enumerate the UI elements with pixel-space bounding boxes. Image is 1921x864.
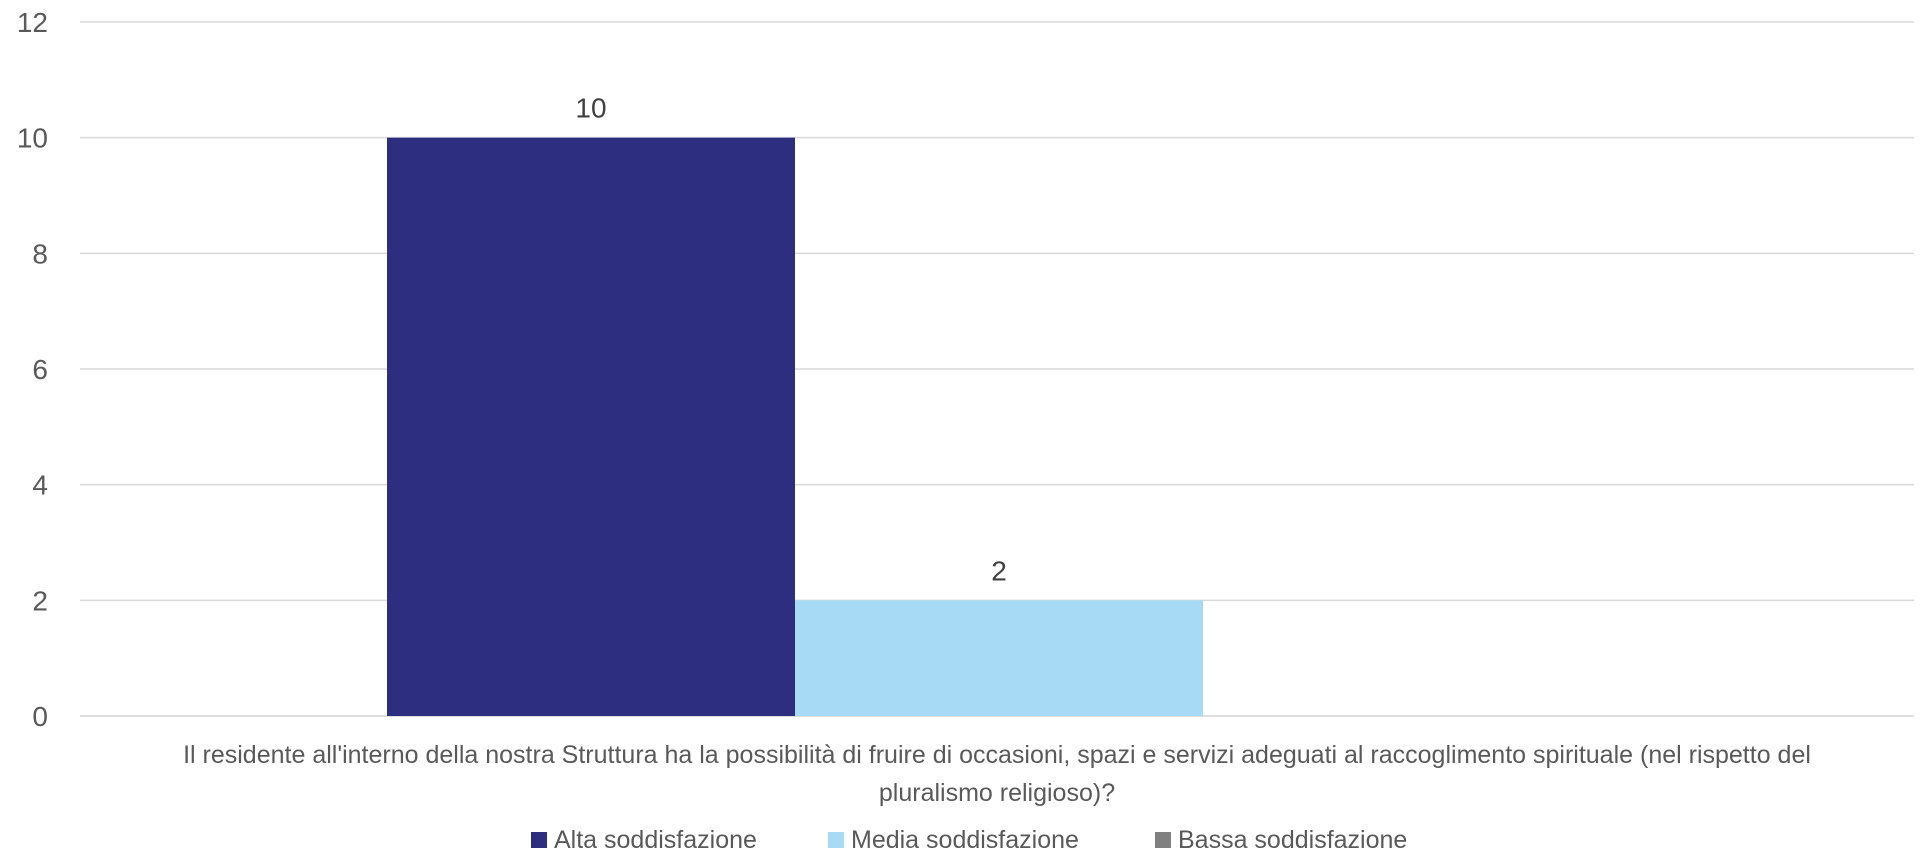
- x-category-label-line: pluralismo religioso)?: [879, 779, 1115, 807]
- legend-swatch: [531, 832, 547, 848]
- bar-alta-soddisfazione: [387, 137, 795, 716]
- x-category-label-line: Il residente all'interno della nostra St…: [183, 741, 1811, 769]
- y-tick-label: 0: [32, 701, 48, 732]
- legend-label: Media soddisfazione: [851, 826, 1079, 854]
- bars: [387, 137, 1203, 716]
- y-tick-label: 12: [17, 7, 48, 38]
- category-label: Il residente all'interno della nostra St…: [183, 741, 1811, 807]
- y-axis-ticks: 0 2 4 6 8 10 12: [17, 7, 48, 732]
- y-tick-label: 4: [32, 470, 48, 501]
- y-tick-label: 8: [32, 238, 48, 269]
- legend: Alta soddisfazione Media soddisfazione Bas…: [531, 826, 1407, 854]
- legend-label: Bassa soddisfazione: [1178, 826, 1407, 854]
- bar-media-soddisfazione: [795, 600, 1203, 716]
- y-tick-label: 6: [32, 354, 48, 385]
- legend-swatch: [828, 832, 844, 848]
- y-tick-label: 2: [32, 585, 48, 616]
- y-tick-label: 10: [17, 123, 48, 154]
- data-label: 2: [991, 555, 1007, 586]
- legend-label: Alta soddisfazione: [554, 826, 757, 854]
- data-label: 10: [575, 93, 606, 124]
- legend-swatch: [1155, 832, 1171, 848]
- data-labels: 10 2: [575, 93, 1006, 587]
- gridlines: [80, 21, 1914, 717]
